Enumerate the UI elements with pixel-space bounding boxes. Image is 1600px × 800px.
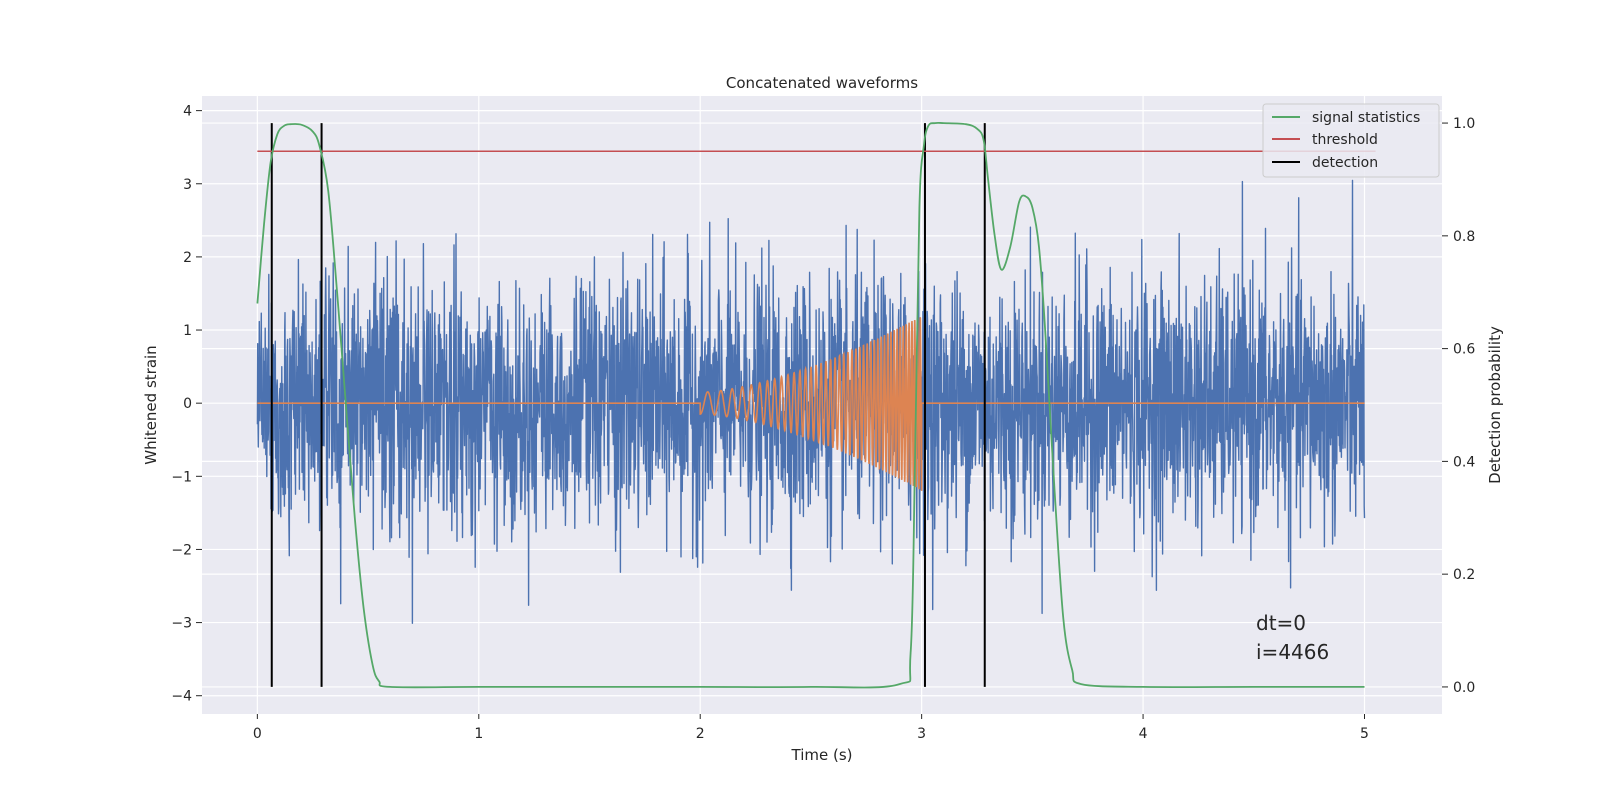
- y2-axis-label: Detection probability: [1486, 326, 1504, 484]
- y2-axis-ticks: 0.0 0.2 0.4 0.6 0.8 1.0: [1442, 116, 1475, 696]
- strain-series-line: [256, 179, 1366, 624]
- y-tick-label: 4: [183, 104, 192, 120]
- y-tick-label: 0: [183, 396, 192, 412]
- template-series-line: [257, 317, 1365, 491]
- legend-box: [1262, 103, 1440, 178]
- y2-tick-label: 0.4: [1453, 454, 1475, 470]
- legend: signal statistics threshold detection: [1262, 103, 1440, 178]
- signal-statistics-series-line: [256, 121, 1365, 689]
- annotation-dt: dt=0: [1256, 611, 1306, 635]
- y-axis-ticks: −4 −3 −2 −1 0 1 2 3 4: [171, 104, 202, 705]
- x-tick-label: 3: [917, 726, 926, 742]
- legend-label-detection: detection: [1312, 155, 1378, 171]
- y-tick-label: 3: [183, 177, 192, 193]
- chart-title: Concatenated waveforms: [726, 74, 918, 92]
- data-layer: [256, 121, 1376, 689]
- detection-lines: [270, 123, 986, 687]
- x-axis-label: Time (s): [791, 746, 853, 764]
- y-tick-label: 2: [183, 250, 192, 266]
- y-tick-label: −4: [171, 689, 192, 705]
- y-axis-label: Whitened strain: [142, 345, 160, 464]
- y-tick-label: −2: [171, 542, 192, 558]
- y-tick-label: −3: [171, 616, 192, 632]
- legend-label-signal-statistics: signal statistics: [1312, 110, 1420, 126]
- x-tick-label: 1: [474, 726, 483, 742]
- x-tick-label: 4: [1139, 726, 1148, 742]
- y2-tick-label: 0.0: [1453, 680, 1475, 696]
- x-tick-label: 0: [253, 726, 262, 742]
- x-tick-label: 5: [1360, 726, 1369, 742]
- y-tick-label: −1: [171, 469, 192, 485]
- y2-tick-label: 0.2: [1453, 567, 1475, 583]
- annotation-index: i=4466: [1256, 640, 1329, 664]
- y2-tick-label: 0.6: [1453, 342, 1475, 358]
- x-tick-label: 2: [696, 726, 705, 742]
- legend-label-threshold: threshold: [1312, 132, 1378, 148]
- y2-tick-label: 0.8: [1453, 229, 1475, 245]
- y2-tick-label: 1.0: [1453, 116, 1475, 132]
- x-axis-ticks: 0 1 2 3 4 5: [253, 714, 1369, 742]
- y-tick-label: 1: [183, 323, 192, 339]
